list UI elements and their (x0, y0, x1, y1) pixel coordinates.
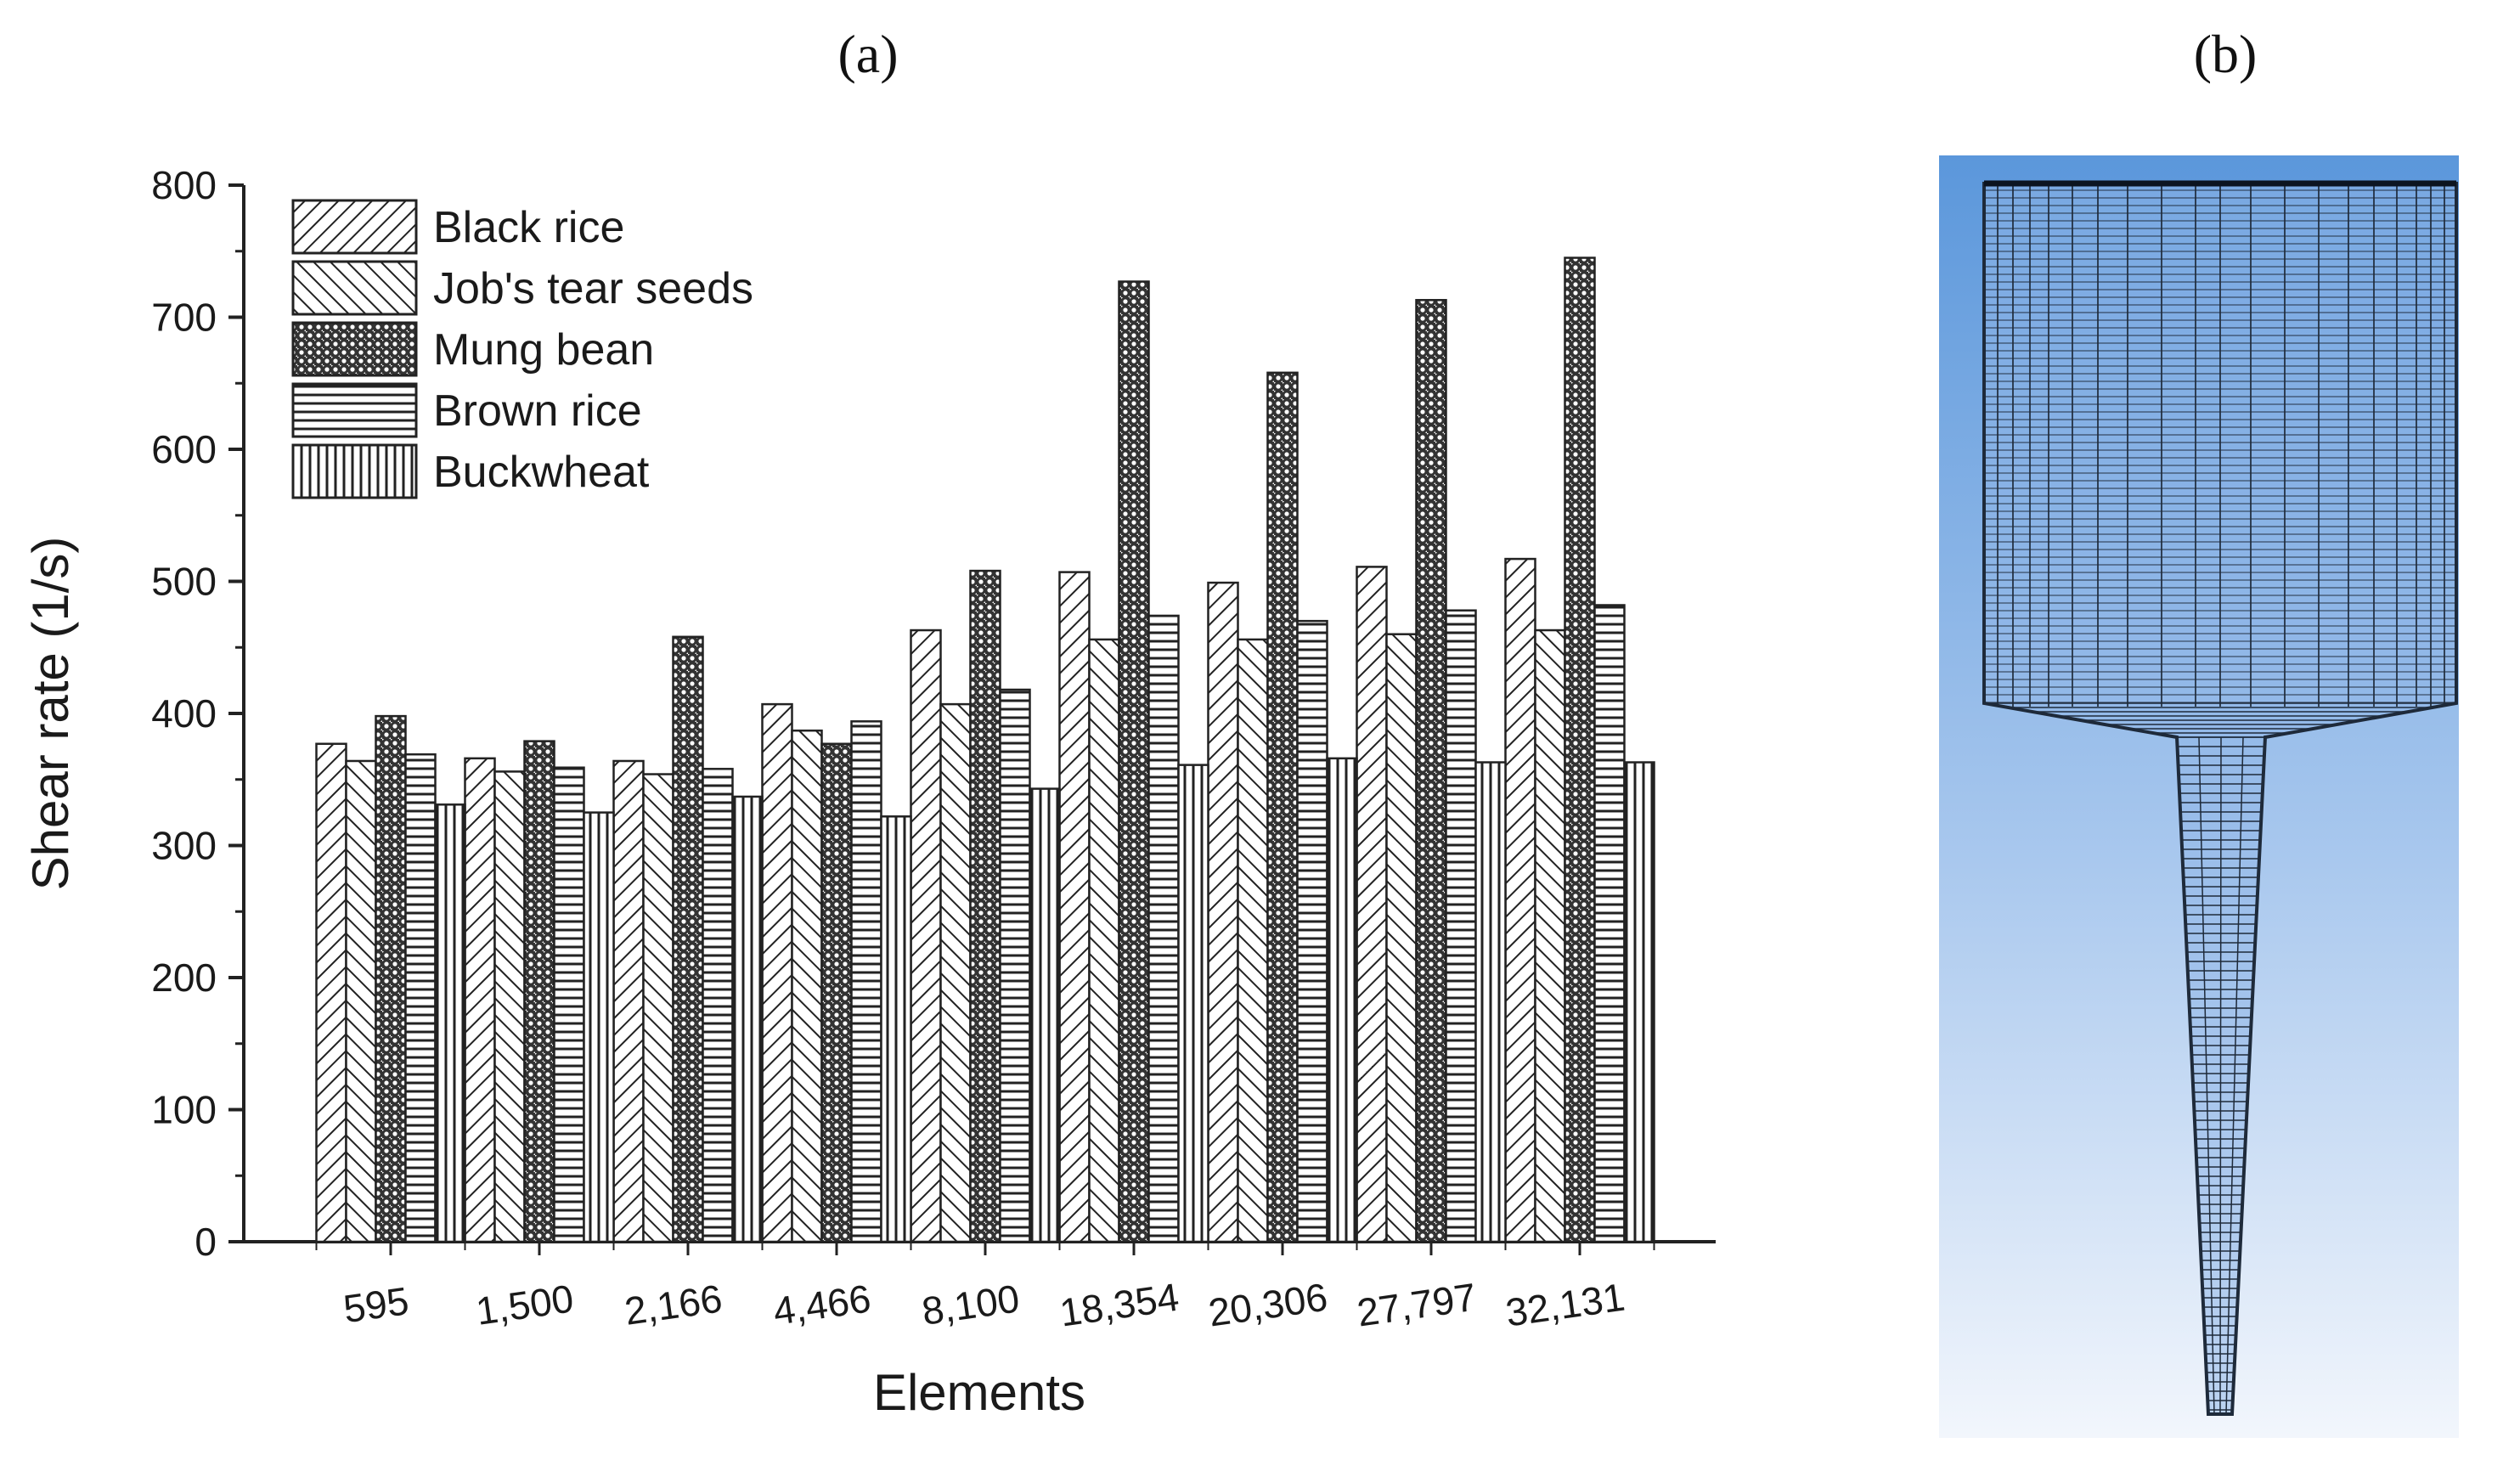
bar-job-s-tear-seeds-1 (493, 770, 526, 1243)
bar-buckwheat-6 (1326, 757, 1358, 1243)
x-tick-label: 18,354 (1057, 1275, 1181, 1335)
x-tick-label: 4,466 (770, 1276, 873, 1333)
bar-mung-bean-6 (1266, 371, 1299, 1243)
y-ticks: 0 100 200 300 400 500 600 700 800 (151, 163, 244, 1264)
bar-brown-rice-2 (702, 768, 734, 1243)
legend-swatch-buckwheat (291, 443, 418, 499)
panel-label-a: (a) (837, 24, 898, 84)
bar-buckwheat-0 (434, 803, 466, 1243)
bar-brown-rice-0 (404, 753, 437, 1243)
y-axis-title: Shear rate (1/s) (22, 537, 79, 891)
bar-black-rice-2 (612, 759, 645, 1243)
bar-chart: 0 100 200 300 400 500 600 700 800 595 1,500 2,166 4… (22, 163, 1716, 1421)
bar-mung-bean-3 (820, 742, 853, 1243)
x-tick-label: 1,500 (473, 1276, 576, 1333)
legend-label: Brown rice (433, 386, 642, 436)
x-tick-label: 32,131 (1502, 1275, 1627, 1335)
bar-brown-rice-1 (553, 766, 585, 1243)
legend-swatch-job-s-tear-seeds (291, 260, 418, 316)
legend-label: Black rice (433, 203, 624, 252)
bar-mung-bean-1 (523, 740, 555, 1243)
x-tick-label: 20,306 (1205, 1275, 1330, 1335)
y-tick-label: 700 (151, 296, 217, 340)
bar-brown-rice-5 (1147, 614, 1180, 1243)
y-tick-label: 0 (194, 1220, 217, 1264)
bars (315, 256, 1655, 1243)
bar-mung-bean-4 (969, 569, 1001, 1243)
bar-mung-bean-5 (1118, 280, 1150, 1243)
bar-brown-rice-7 (1445, 609, 1477, 1243)
x-tick-label: 27,797 (1354, 1275, 1479, 1335)
bar-black-rice-7 (1356, 566, 1388, 1243)
bar-buckwheat-8 (1623, 761, 1655, 1243)
y-tick-label: 200 (151, 955, 217, 1000)
y-tick-label: 400 (151, 691, 217, 736)
bar-buckwheat-5 (1177, 764, 1209, 1243)
bar-black-rice-4 (910, 629, 942, 1243)
mesh-line (2219, 736, 2222, 1415)
bar-buckwheat-1 (583, 811, 615, 1243)
x-ticks: 595 1,500 2,166 4,466 8,100 18,354 20,306 27,79… (315, 1242, 1655, 1335)
bar-buckwheat-4 (1029, 787, 1061, 1243)
bar-brown-rice-8 (1593, 604, 1626, 1243)
funnel-outline (1982, 182, 2458, 1416)
bar-job-s-tear-seeds-8 (1534, 629, 1566, 1243)
bar-black-rice-5 (1058, 571, 1091, 1243)
bar-job-s-tear-seeds-6 (1237, 638, 1269, 1243)
legend-label: Buckwheat (433, 448, 650, 497)
bar-brown-rice-4 (999, 688, 1031, 1243)
mesh-wireframe (1982, 180, 2458, 1416)
bar-job-s-tear-seeds-7 (1385, 633, 1418, 1243)
funnel-mesh-image (1939, 155, 2459, 1438)
bar-buckwheat-2 (731, 795, 764, 1243)
bar-mung-bean-0 (375, 714, 407, 1243)
bar-brown-rice-6 (1296, 619, 1328, 1243)
y-tick-label: 100 (151, 1088, 217, 1132)
bar-mung-bean-7 (1415, 299, 1447, 1243)
bar-job-s-tear-seeds-2 (642, 773, 674, 1243)
x-tick-label: 8,100 (919, 1276, 1022, 1333)
mesh-line (2225, 736, 2244, 1415)
legend-label: Job's tear seeds (433, 264, 753, 313)
legend-swatch-black-rice (291, 199, 418, 255)
bar-brown-rice-3 (850, 720, 882, 1243)
panel-label-b: (b) (2194, 24, 2258, 84)
bar-job-s-tear-seeds-4 (939, 702, 972, 1243)
y-tick-label: 300 (151, 824, 217, 868)
bar-black-rice-6 (1207, 581, 1239, 1243)
x-tick-label: 2,166 (622, 1276, 724, 1333)
bar-black-rice-3 (761, 702, 793, 1243)
bar-black-rice-1 (464, 757, 496, 1243)
legend: Black rice Job's tear seeds Mung bean Brown… (291, 199, 753, 499)
bar-buckwheat-7 (1474, 761, 1507, 1243)
bar-black-rice-8 (1504, 557, 1536, 1243)
bar-buckwheat-3 (880, 815, 912, 1243)
legend-label: Mung bean (433, 325, 654, 375)
y-tick-label: 800 (151, 163, 217, 207)
x-axis-title: Elements (873, 1364, 1085, 1421)
y-tick-label: 600 (151, 427, 217, 471)
mesh-line (2198, 736, 2215, 1415)
legend-swatch-brown-rice (291, 382, 418, 438)
legend-swatch-mung-bean (291, 321, 418, 377)
y-tick-label: 500 (151, 560, 217, 604)
bar-job-s-tear-seeds-0 (345, 759, 377, 1243)
bar-mung-bean-2 (672, 635, 704, 1243)
bar-black-rice-0 (315, 742, 347, 1243)
x-tick-label: 595 (341, 1278, 411, 1331)
bar-mung-bean-8 (1564, 256, 1596, 1243)
bar-job-s-tear-seeds-3 (791, 729, 823, 1243)
bar-job-s-tear-seeds-5 (1088, 638, 1120, 1243)
